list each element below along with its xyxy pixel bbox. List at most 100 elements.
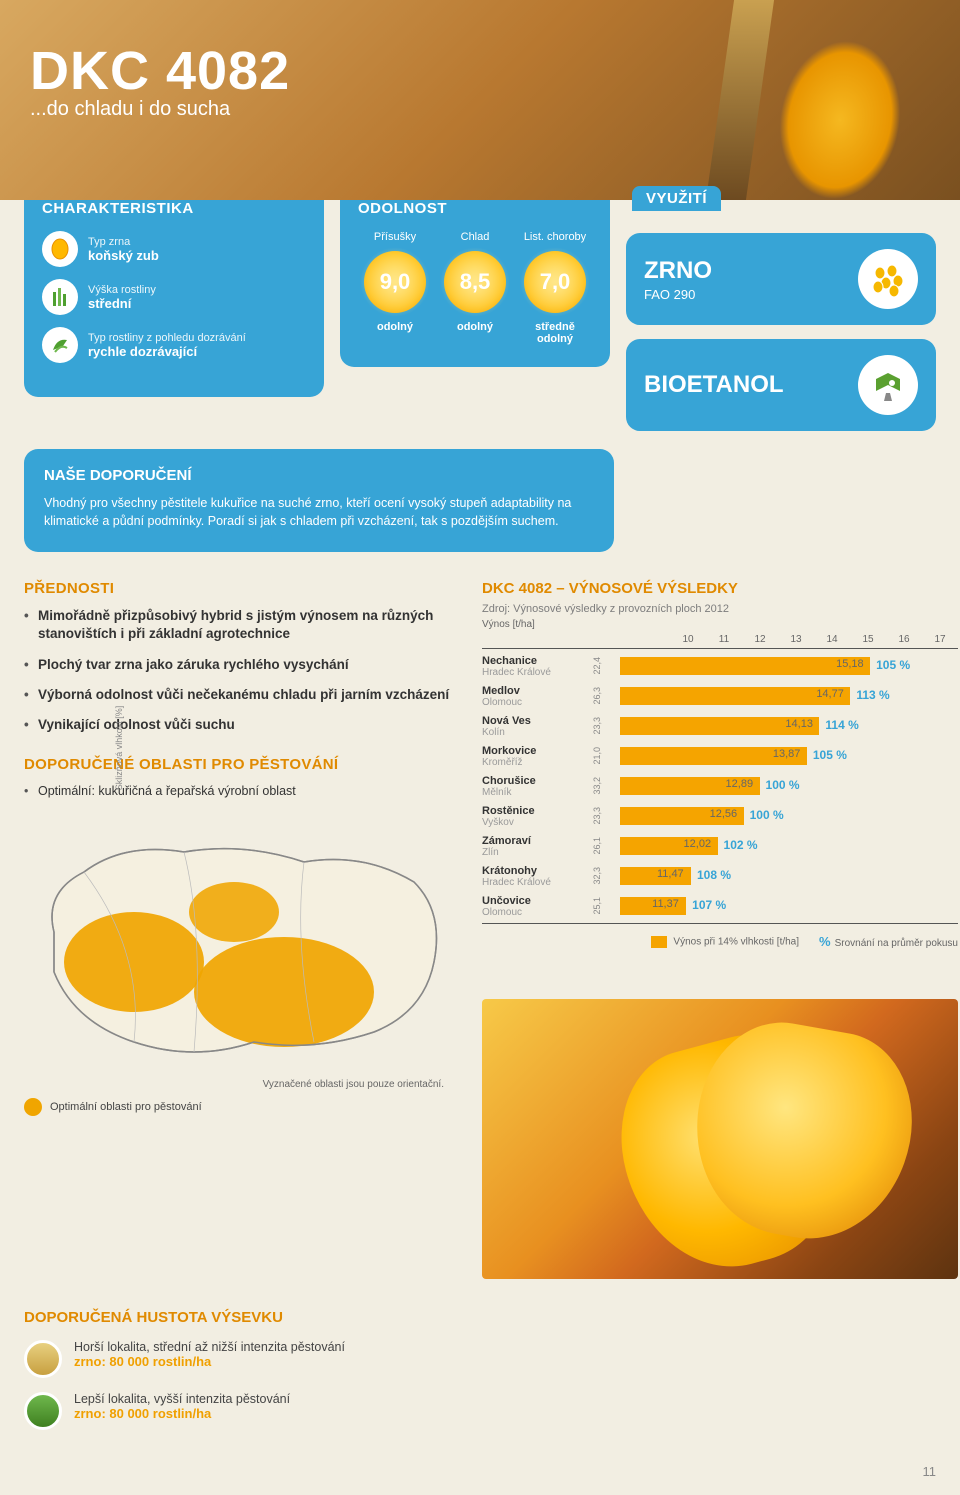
- chart-row-humidity: 23,3: [592, 717, 612, 735]
- chart-row-name: RostěniceVyškov: [482, 805, 592, 828]
- corn-photo: [482, 999, 958, 1279]
- chart-row-humidity: 26,3: [592, 687, 612, 705]
- chart-bar-value: 11,47: [657, 868, 684, 880]
- results-heading: DKC 4082 – VÝNOSOVÉ VÝSLEDKY: [482, 580, 958, 597]
- chart-bar-value: 12,89: [726, 778, 754, 790]
- chart-bar-pct: 107 %: [692, 898, 726, 912]
- chart-bar: [620, 657, 870, 675]
- areas-heading: DOPORUČENÉ OBLASTI PRO PĚSTOVÁNÍ: [24, 756, 454, 773]
- axis-tick: 15: [850, 634, 886, 645]
- usage-title: BIOETANOL: [644, 371, 784, 399]
- chart-bar-wrap: 14,13114 %: [620, 715, 958, 737]
- legend-text: Srovnání na průměr pokusu: [835, 938, 958, 949]
- chart-row-humidity: 26,1: [592, 837, 612, 855]
- chart-row: KrátonohyHradec Králové32,311,47108 %: [482, 861, 958, 891]
- legend-swatch-icon: [651, 936, 667, 948]
- recommendation-text: Vhodný pro všechny pěstitele kukuřice na…: [44, 494, 594, 530]
- advantage-item: Výborná odolnost vůči nečekanému chladu …: [24, 686, 454, 704]
- map-legend: Optimální oblasti pro pěstování: [24, 1098, 454, 1116]
- chart-row-name: ZámoravíZlín: [482, 835, 592, 858]
- grain-type-icon: [42, 231, 78, 267]
- usage-card: VYUŽITÍ ZRNO FAO 290 BIOETANOL: [626, 180, 936, 431]
- chart-bar-wrap: 12,89 100 %: [620, 775, 958, 797]
- chart-bar-value: 14,13: [785, 718, 813, 730]
- chart-row-name: MedlovOlomouc: [482, 685, 592, 708]
- axis-tick: 17: [922, 634, 958, 645]
- char-row-grain-type: Typ zrnakoňský zub: [42, 231, 306, 267]
- chart-row: RostěniceVyškov23,3 12,56 100 %: [482, 801, 958, 831]
- recommendation-card: NAŠE DOPORUČENÍ Vhodný pro všechny pěsti…: [24, 449, 614, 552]
- chart-bar-value: 14,77: [816, 688, 844, 700]
- chart-row-name: Nová VesKolín: [482, 715, 592, 738]
- chart-bar-wrap: 11,37107 %: [620, 895, 958, 917]
- axis-tick: 14: [814, 634, 850, 645]
- map-wrapper: Vyznačené oblasti jsou pouze orientační.…: [24, 812, 454, 1116]
- areas-list: Optimální: kukuřičná a řepařská výrobní …: [24, 783, 454, 800]
- char-value: koňský zub: [88, 248, 159, 263]
- char-value: střední: [88, 296, 156, 311]
- characteristics-heading: CHARAKTERISTIKA: [42, 200, 306, 217]
- grain-icon: [858, 249, 918, 309]
- chart-bar-wrap: 12,56 100 %: [620, 805, 958, 827]
- product-title: DKC 4082: [30, 40, 290, 102]
- chart-bar-value: 12,02: [684, 838, 712, 850]
- results-xlabel: Výnos [t/ha]: [482, 619, 958, 630]
- chart-bar-pct: 102 %: [724, 838, 758, 852]
- chart-row-humidity: 32,3: [592, 867, 612, 885]
- chart-bar-wrap: 12,02 102 %: [620, 835, 958, 857]
- chart-row-humidity: 22,4: [592, 657, 612, 675]
- chart-row-name: ChorušiceMělník: [482, 775, 592, 798]
- resistance-badge: 9,0: [364, 251, 426, 313]
- resistance-desc: středně odolný: [518, 321, 592, 345]
- chart-row-humidity: 23,3: [592, 807, 612, 825]
- usage-heading: VYUŽITÍ: [632, 186, 721, 211]
- chart-row-name: MorkoviceKroměříž: [482, 745, 592, 768]
- chart-row: ZámoravíZlín26,1 12,02 102 %: [482, 831, 958, 861]
- usage-title: ZRNO: [644, 257, 712, 285]
- density-section: DOPORUČENÁ HUSTOTA VÝSEVKU Horší lokalit…: [0, 1279, 960, 1464]
- resistance-badge: 8,5: [444, 251, 506, 313]
- char-label: Typ zrna: [88, 236, 159, 248]
- axis-tick: 16: [886, 634, 922, 645]
- maturation-icon: [42, 327, 78, 363]
- chart-bar-pct: 105 %: [876, 658, 910, 672]
- char-row-maturation: Typ rostliny z pohledu dozrávánírychle d…: [42, 327, 306, 363]
- chart-bar-pct: 105 %: [813, 748, 847, 762]
- density-value: zrno: 80 000 rostlin/ha: [74, 1354, 345, 1369]
- chart-row: NechaniceHradec Králové22,415,18105 %: [482, 651, 958, 681]
- advantage-item: Plochý tvar zrna jako záruka rychlého vy…: [24, 656, 454, 674]
- chart-bar-value: 12,56: [710, 808, 738, 820]
- usage-subtitle: FAO 290: [644, 287, 712, 302]
- chart-bar-wrap: 13,87105 %: [620, 745, 958, 767]
- results-source: Zdroj: Výnosové výsledky z provozních pl…: [482, 603, 958, 615]
- map-legend-dot: [24, 1098, 42, 1116]
- results-legend: Výnos při 14% vlhkosti [t/ha] %Srovnání …: [482, 934, 958, 949]
- cards-row: CHARAKTERISTIKA Typ zrnakoňský zub Výška…: [0, 180, 960, 431]
- resistance-col-cold: Chlad 8,5 odolný: [438, 231, 512, 345]
- chart-bar-pct: 100 %: [750, 808, 784, 822]
- char-label: Typ rostliny z pohledu dozrávání: [88, 332, 246, 344]
- chart-row: UnčoviceOlomouc25,111,37107 %: [482, 891, 958, 921]
- chart-bar-wrap: 14,77113 %: [620, 685, 958, 707]
- char-row-plant-height: Výška rostlinystřední: [42, 279, 306, 315]
- chart-row: ChorušiceMělník33,212,89100 %: [482, 771, 958, 801]
- density-better-icon: [24, 1392, 62, 1430]
- usage-box-grain: ZRNO FAO 290: [626, 233, 936, 325]
- bioethanol-icon: [858, 355, 918, 415]
- advantages-heading: PŘEDNOSTI: [24, 580, 454, 597]
- resistance-label: Chlad: [438, 231, 512, 243]
- areas-item: Optimální: kukuřičná a řepařská výrobní …: [24, 783, 454, 800]
- results-chart: Sklizňová vlhkost [%] NechaniceHradec Kr…: [482, 651, 958, 924]
- chart-bar-pct: 100 %: [766, 778, 800, 792]
- map-note: Vyznačené oblasti jsou pouze orientační.: [24, 1079, 444, 1090]
- axis-tick: 11: [706, 634, 742, 645]
- char-label: Výška rostliny: [88, 284, 156, 296]
- char-value: rychle dozrávající: [88, 344, 246, 359]
- characteristics-card: CHARAKTERISTIKA Typ zrnakoňský zub Výška…: [24, 180, 324, 397]
- density-row-better: Lepší lokalita, vyšší intenzita pěstován…: [24, 1392, 936, 1430]
- resistance-badge: 7,0: [524, 251, 586, 313]
- resistance-label: Přísušky: [358, 231, 432, 243]
- resistance-col-leaf-disease: List. choroby 7,0 středně odolný: [518, 231, 592, 345]
- resistance-desc: odolný: [358, 321, 432, 333]
- chart-row-humidity: 25,1: [592, 897, 612, 915]
